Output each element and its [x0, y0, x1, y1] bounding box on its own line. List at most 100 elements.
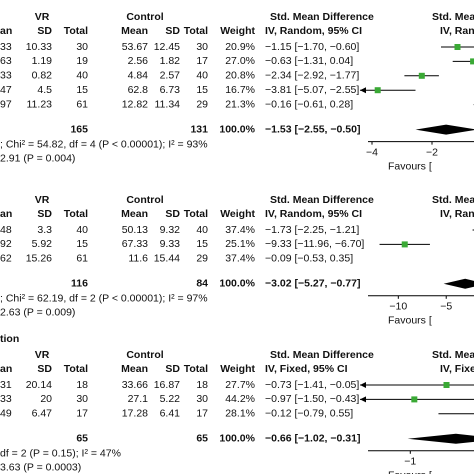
cell: 20: [40, 393, 52, 405]
column-header: SD: [165, 208, 180, 220]
cell: 53.67: [122, 41, 148, 53]
column-header: an: [0, 363, 12, 375]
cell: 28.1%: [225, 408, 255, 420]
total-control: 65: [196, 433, 208, 445]
pooled-diamond: [407, 433, 474, 444]
cell: 29: [196, 98, 208, 110]
ci-label: −0.12 [−0.79, 0.55]: [265, 408, 353, 420]
header-smd: Std. Mean Difference: [270, 194, 374, 206]
cell: 2.57: [160, 70, 181, 82]
header-method-plot: IV, Fixed, 95% CI: [440, 363, 474, 375]
cell: 92: [0, 238, 12, 250]
cell: 18: [196, 379, 208, 391]
ci-arrow: [360, 87, 366, 94]
cell: 15: [196, 84, 208, 96]
total-weight: 100.0%: [219, 123, 255, 135]
cell: 61: [76, 253, 88, 265]
header-method: IV, Fixed, 95% CI: [265, 363, 348, 375]
header-method: IV, Random, 95% CI: [265, 25, 362, 37]
effect-square: [443, 382, 450, 388]
effect-square: [401, 241, 408, 248]
cell: 10.33: [26, 41, 52, 53]
cell: 33.66: [122, 379, 148, 391]
cell: 20.14: [26, 379, 52, 391]
header-method: IV, Random, 95% CI: [265, 208, 362, 220]
cell: 12.82: [122, 98, 148, 110]
cell: 15.44: [154, 253, 180, 265]
cell: 6.41: [160, 408, 181, 420]
header-vr: VR: [35, 349, 50, 361]
cell: 3.3: [37, 224, 52, 236]
effect-square: [411, 396, 418, 403]
cell: 49: [0, 408, 12, 420]
cell: 5.92: [32, 238, 53, 250]
total-ci: −3.02 [−5.27, −0.77]: [265, 278, 360, 290]
cell: 30: [76, 393, 88, 405]
column-header: an: [0, 208, 12, 220]
cell: 67.33: [122, 238, 148, 250]
header-control: Control: [126, 349, 163, 361]
header-smd-plot: Std. Mean Difference: [432, 194, 474, 206]
column-header: Mean: [121, 25, 148, 37]
cell: 15.26: [26, 253, 52, 265]
column-header: Mean: [121, 208, 148, 220]
cell: 47: [0, 84, 12, 96]
ci-label: −1.73 [−2.25, −1.21]: [265, 224, 359, 236]
cell: 48: [0, 224, 12, 236]
ci-label: −0.63 [−1.31, 0.04]: [265, 55, 353, 67]
cell: 20.8%: [225, 70, 255, 82]
cell: 18: [76, 379, 88, 391]
cell: 27.7%: [225, 379, 255, 391]
column-header: Total: [64, 25, 88, 37]
cell: 27.0%: [225, 55, 255, 67]
column-header: Mean: [121, 363, 148, 375]
column-header: SD: [37, 25, 52, 37]
ci-label: −0.73 [−1.41, −0.05]: [265, 379, 359, 391]
favours-label: Favours [: [388, 160, 432, 172]
column-header: Weight: [220, 25, 255, 37]
ci-label: −9.33 [−11.96, −6.70]: [265, 238, 364, 250]
tick-label: −2: [426, 146, 438, 158]
overall-effect: 2.91 (P = 0.004): [0, 152, 75, 164]
cell: 1.19: [32, 55, 53, 67]
cell: 44.2%: [225, 393, 255, 405]
cell: 9.33: [160, 238, 181, 250]
cell: 40: [76, 70, 88, 82]
heterogeneity: ; Chi² = 62.19, df = 2 (P < 0.00001); I²…: [0, 293, 208, 305]
total-vr: 116: [71, 278, 88, 290]
cell: 0.82: [32, 70, 53, 82]
total-control: 84: [196, 278, 208, 290]
cell: 40: [196, 70, 208, 82]
header-control: Control: [126, 11, 163, 23]
cell: 16.87: [154, 379, 180, 391]
cell: 30: [196, 393, 208, 405]
cell: 17: [196, 408, 208, 420]
cell: 31: [0, 379, 12, 391]
column-header: Total: [184, 208, 208, 220]
header-smd-plot: Std. Mean Difference: [432, 349, 474, 361]
cell: 37.4%: [225, 253, 255, 265]
column-header: SD: [37, 363, 52, 375]
cell: 33: [0, 70, 12, 82]
cell: 21.3%: [225, 98, 255, 110]
header-smd-plot: Std. Mean Difference: [432, 11, 474, 23]
tick-label: −4: [366, 146, 378, 158]
cell: 4.84: [128, 70, 149, 82]
cell: 63: [0, 55, 12, 67]
ci-label: −0.97 [−1.50, −0.43]: [265, 393, 359, 405]
cell: 30: [196, 41, 208, 53]
header-control: Control: [126, 194, 163, 206]
effect-square: [470, 58, 474, 65]
total-control: 131: [190, 123, 208, 135]
tick-label: −1: [404, 456, 416, 468]
total-weight: 100.0%: [219, 433, 255, 445]
ci-label: −2.34 [−2.92, −1.77]: [265, 70, 359, 82]
total-ci: −1.53 [−2.55, −0.50]: [265, 123, 360, 135]
overall-effect: 2.63 (P = 0.009): [0, 307, 75, 319]
total-vr: 165: [70, 123, 88, 135]
cell: 1.82: [160, 55, 181, 67]
ci-label: −3.81 [−5.07, −2.55]: [265, 84, 359, 96]
column-header: Weight: [220, 208, 255, 220]
